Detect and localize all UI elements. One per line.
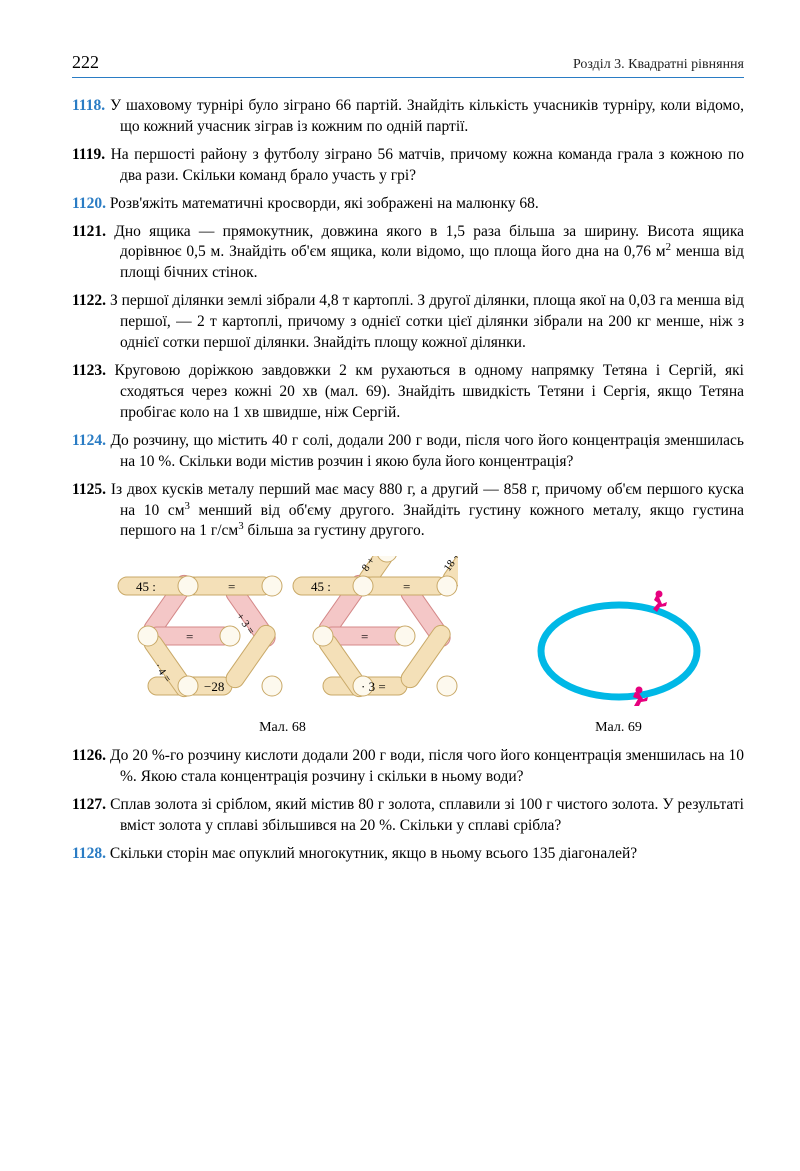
problem: 1121. Дно ящика — прямокутник, довжина я… [72,222,744,285]
problem: 1123. Круговою доріжкою завдовжки 2 км р… [72,361,744,424]
problem: 1127. Сплав золота зі сріблом, який міст… [72,795,744,837]
figure-68-caption: Мал. 68 [108,719,458,738]
problem: 1128. Скільки сторін має опуклий многоку… [72,844,744,865]
problem-number: 1128. [72,845,110,862]
problem: 1122. З першої ділянки землі зібрали 4,8… [72,291,744,354]
problem-text: У шаховому турнірі було зіграно 66 парті… [110,97,744,135]
svg-text:=: = [228,579,235,594]
problem-text: На першості району з футболу зіграно 56 … [111,146,744,184]
problem-text: Із двох кусків металу перший має масу 88… [111,481,744,540]
page-number: 222 [72,50,99,74]
problem-text: З першої ділянки землі зібрали 4,8 т кар… [110,292,744,351]
problem-number: 1118. [72,97,110,114]
problem-text: Дно ящика — прямокутник, довжина якого в… [114,223,744,282]
figure-69: Мал. 69 [529,576,709,738]
problem-number: 1125. [72,481,111,498]
svg-text:−28: −28 [204,679,224,694]
track-diagram [529,576,709,706]
problem: 1125. Із двох кусків металу перший має м… [72,480,744,543]
svg-text:· 3 =: · 3 = [361,679,386,694]
problem: 1119. На першості району з футболу зігра… [72,145,744,187]
problem-number: 1124. [72,432,110,449]
problem: 1126. До 20 %-го розчину кислоти додали … [72,746,744,788]
problem-number: 1123. [72,362,114,379]
problem-text: Сплав золота зі сріблом, який містив 80 … [110,796,744,834]
svg-text:=: = [361,629,368,644]
page-header: 222 Розділ 3. Квадратні рівняння [72,50,744,78]
problems-list-bottom: 1126. До 20 %-го розчину кислоти додали … [72,746,744,865]
problem-number: 1121. [72,223,114,240]
crossword-diagram: 45 : = = −28 · 4 = + 3 = [108,556,458,706]
svg-text:=: = [403,579,410,594]
figures-row: 45 : = = −28 · 4 = + 3 = [72,556,744,738]
problem-number: 1122. [72,292,110,309]
problem: 1118. У шаховому турнірі було зіграно 66… [72,96,744,138]
svg-text:=: = [186,629,193,644]
problem-number: 1127. [72,796,110,813]
svg-text:45 :: 45 : [311,579,331,594]
problem-number: 1126. [72,747,110,764]
problem-number: 1119. [72,146,111,163]
problem-text: Круговою доріжкою завдовжки 2 км рухають… [114,362,744,421]
figure-69-caption: Мал. 69 [529,719,709,738]
problem-number: 1120. [72,195,110,212]
problem-text: Розв'яжіть математичні кросворди, які зо… [110,195,539,212]
section-title: Розділ 3. Квадратні рівняння [573,56,744,75]
figure-68: 45 : = = −28 · 4 = + 3 = [108,556,458,738]
problem-text: Скільки сторін має опуклий многокутник, … [110,845,637,862]
svg-text:45 :: 45 : [136,579,156,594]
problem: 1124. До розчину, що містить 40 г солі, … [72,431,744,473]
problem-text: До 20 %-го розчину кислоти додали 200 г … [110,747,744,785]
problem: 1120. Розв'яжіть математичні кросворди, … [72,194,744,215]
problems-list-top: 1118. У шаховому турнірі було зіграно 66… [72,96,744,543]
problem-text: До розчину, що містить 40 г солі, додали… [110,432,744,470]
